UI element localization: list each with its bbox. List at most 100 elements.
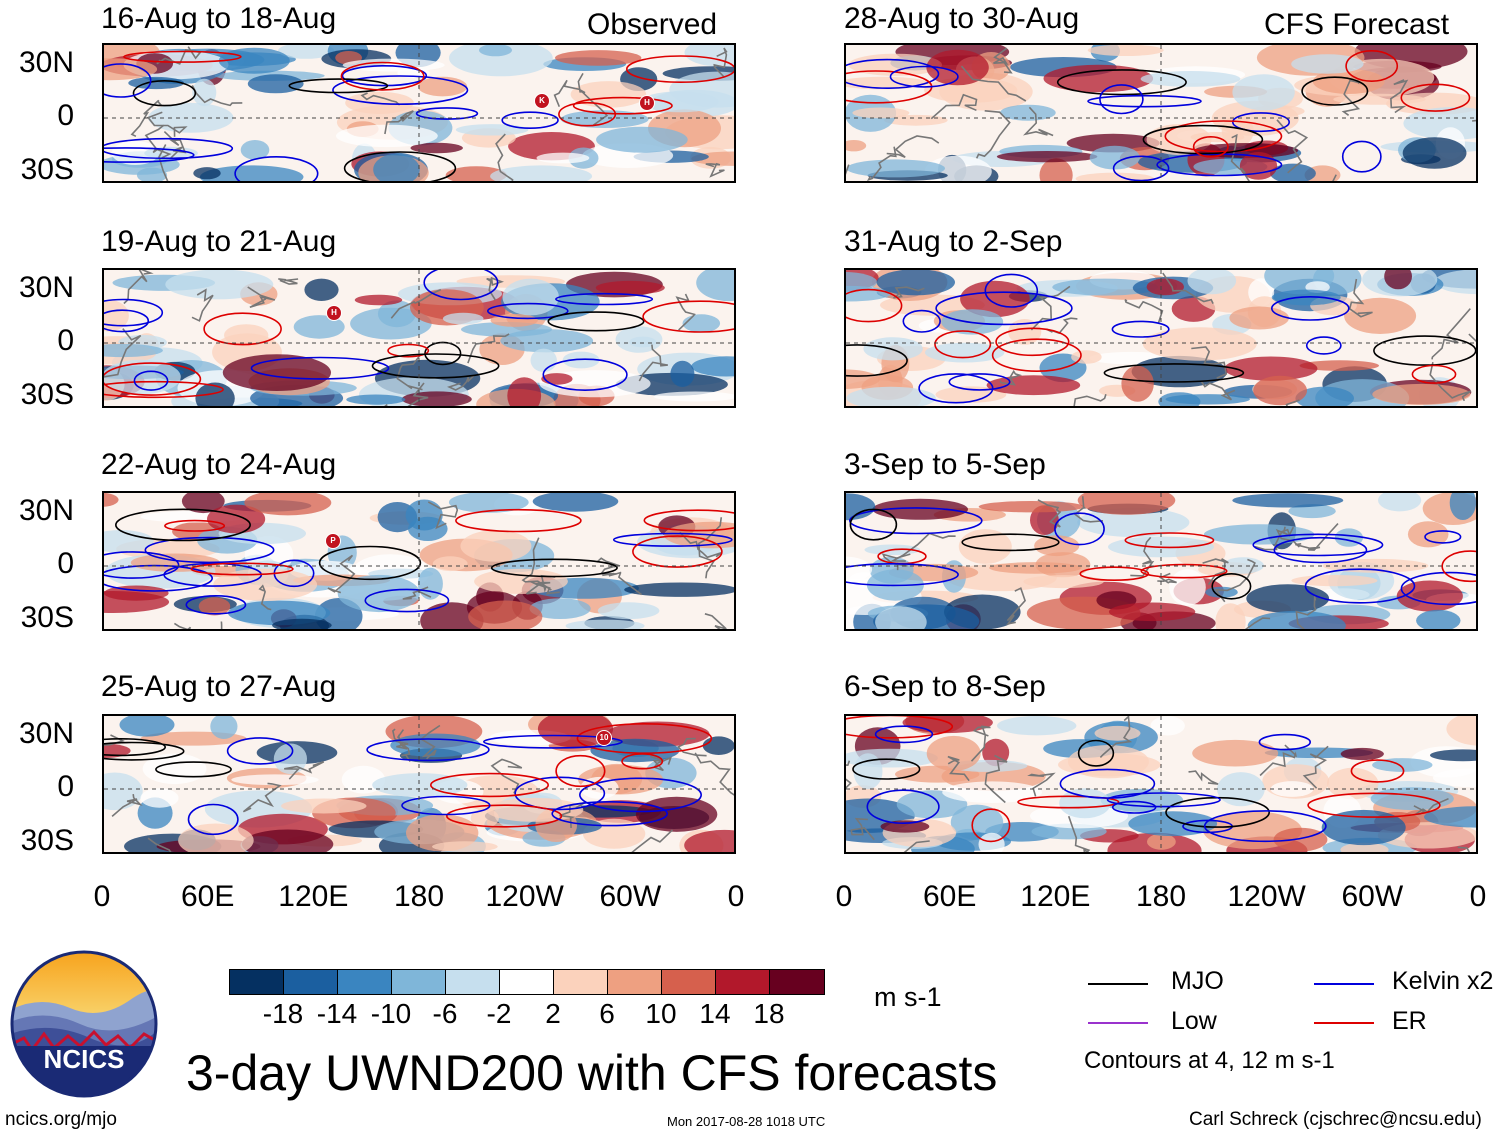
coastline (705, 162, 725, 178)
wind-anomaly-region (1340, 842, 1389, 852)
wind-anomaly-region (596, 126, 688, 153)
wind-anomaly-region (272, 618, 332, 629)
wind-anomaly-region (846, 748, 938, 768)
wave-contour (144, 536, 275, 564)
wave-contour (846, 344, 908, 377)
wind-anomaly-region (565, 619, 645, 629)
wind-anomaly-region (1140, 71, 1241, 87)
coastline (694, 752, 734, 796)
coastline (867, 146, 897, 181)
lon-label: 120E (1020, 880, 1091, 913)
wind-anomaly-region (950, 804, 1004, 840)
lat-label: 0 (57, 324, 74, 357)
wave-contour (1099, 84, 1144, 115)
wind-anomaly-region (448, 493, 529, 513)
wave-contour (961, 533, 1060, 552)
wind-anomaly-region (997, 716, 1077, 736)
wind-anomaly-region (432, 841, 498, 852)
coastline (1037, 499, 1062, 528)
footer-timestamp: Mon 2017-08-28 1018 UTC (667, 1114, 826, 1129)
wind-anomaly-region (417, 567, 443, 600)
footer-url[interactable]: ncics.org/mjo (5, 1109, 117, 1130)
lon-label: 0 (727, 880, 745, 913)
wind-anomaly-region (455, 124, 529, 136)
panel-title-left-3: 22-Aug to 24-Aug (101, 448, 337, 481)
legend-er-label: ER (1392, 1007, 1427, 1035)
wind-anomaly-region (1215, 603, 1246, 629)
wave-contour (1441, 550, 1476, 583)
wind-anomaly-region (580, 776, 619, 799)
wind-anomaly-region (597, 602, 660, 620)
colorbar-swatch (662, 970, 716, 994)
colorbar-label: 6 (599, 998, 615, 1029)
wind-anomaly-region (104, 772, 143, 811)
lon-label: 180 (393, 880, 445, 913)
coastline (258, 584, 272, 611)
wave-contour (934, 330, 992, 359)
wave-contour (288, 78, 389, 94)
wind-anomaly-region (1372, 383, 1471, 405)
coastline (156, 46, 202, 65)
wind-anomaly-region (350, 307, 432, 340)
wave-contour (104, 380, 224, 399)
wind-anomaly-region (479, 45, 512, 57)
coastline (1259, 744, 1297, 777)
cfs-forecast-tag: CFS Forecast (1264, 8, 1450, 41)
panel-title-right-4: 6-Sep to 8-Sep (844, 670, 1046, 703)
wind-anomaly-region (536, 152, 590, 164)
colorbar (229, 969, 825, 995)
wave-contour (1270, 296, 1350, 321)
wave-contour (632, 535, 723, 568)
colorbar-label: 18 (753, 998, 785, 1029)
lat-label: 30N (18, 717, 74, 750)
wave-contour (846, 563, 959, 587)
wind-anomaly-region (1246, 584, 1330, 613)
wind-anomaly-region (210, 716, 238, 739)
wave-contour (1350, 759, 1405, 783)
coastline (553, 79, 586, 108)
wind-anomaly-region (199, 165, 304, 181)
wave-contour (849, 508, 898, 541)
wind-anomaly-region (222, 354, 331, 391)
coastline (407, 382, 429, 406)
wind-anomaly-region (1000, 104, 1056, 121)
panel-title-left-4: 25-Aug to 27-Aug (101, 670, 337, 703)
wind-anomaly-region (507, 377, 542, 406)
coastline (104, 328, 142, 378)
wave-contour (1203, 810, 1327, 843)
wave-contour (234, 156, 319, 181)
wave-contour (185, 595, 247, 615)
wind-anomaly-region (1430, 749, 1476, 762)
coastline (1457, 846, 1471, 852)
coastline (173, 622, 192, 629)
wind-anomaly-region (104, 743, 131, 758)
wind-anomaly-region (1433, 768, 1476, 788)
wave-contour (1142, 124, 1264, 155)
colorbar-label: 14 (699, 998, 731, 1029)
wave-contour (1112, 155, 1170, 181)
wave-contour (132, 80, 197, 107)
wave-contour (874, 725, 934, 744)
wind-anomaly-region (1128, 811, 1218, 837)
colorbar-label: -2 (486, 998, 512, 1029)
coastline (1073, 496, 1104, 523)
lon-label: 0 (93, 880, 111, 913)
wave-contour (514, 776, 606, 811)
wind-anomaly-region (852, 107, 910, 119)
wave-contour (852, 758, 921, 780)
wave-contour (846, 716, 954, 739)
wind-anomaly-region (346, 394, 406, 405)
wave-contour (542, 358, 628, 391)
coastline (1276, 119, 1309, 174)
lat-label: 30N (18, 494, 74, 527)
map-panel-left-3: P (102, 491, 736, 631)
wave-contour (387, 343, 430, 358)
colorbar-swatch (284, 970, 338, 994)
wind-anomaly-region (241, 829, 334, 852)
wind-anomaly-region (1077, 493, 1176, 515)
wave-contour (104, 741, 185, 761)
colorbar-swatch (554, 970, 608, 994)
wind-anomaly-region (1224, 356, 1318, 381)
wave-contour (1400, 83, 1471, 112)
wind-anomaly-region (1075, 172, 1155, 181)
